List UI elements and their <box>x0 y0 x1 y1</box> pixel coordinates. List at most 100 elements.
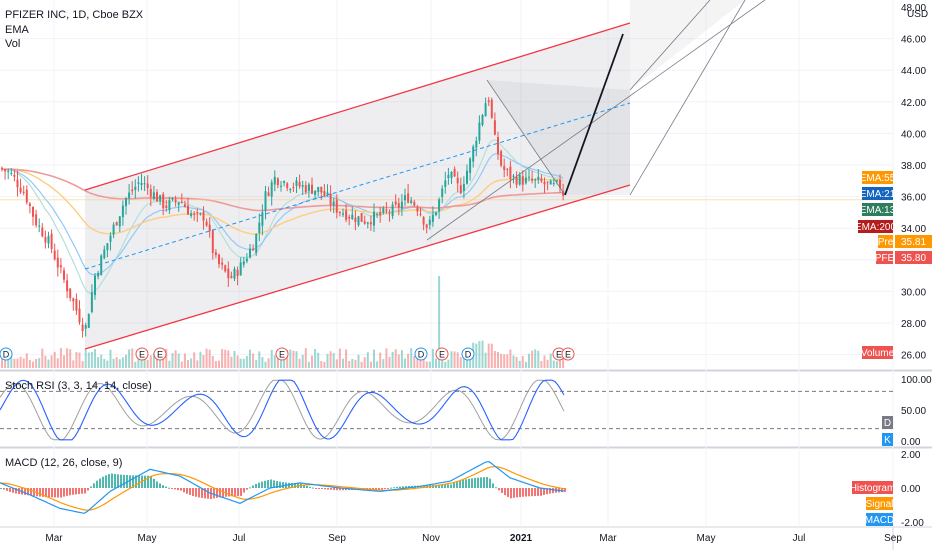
candle-body <box>221 262 224 265</box>
candle-body <box>174 199 177 202</box>
macd-histogram-bar <box>291 483 293 488</box>
tag-pfe-box <box>876 251 893 264</box>
stoch-tick-label: 0.00 <box>901 437 921 448</box>
volume-bar <box>478 341 481 368</box>
volume-bar <box>552 360 555 368</box>
volume-bar <box>159 359 162 368</box>
candle-body <box>531 178 534 181</box>
event-marker-label: E <box>439 350 445 360</box>
macd-histogram-bar <box>213 488 215 499</box>
volume-bar <box>202 355 205 368</box>
volume-bar <box>180 361 183 368</box>
volume-bar <box>112 358 115 368</box>
volume-bar <box>382 359 385 368</box>
macd-histogram-bar <box>504 488 506 496</box>
candle-body <box>171 197 174 200</box>
volume-bar <box>524 361 527 368</box>
volume-bar <box>286 350 289 368</box>
volume-bar <box>345 349 348 368</box>
tag-stoch-d-box <box>882 416 893 429</box>
candle-body <box>518 174 521 185</box>
candle-body <box>407 193 410 203</box>
macd-histogram-bar <box>534 488 536 497</box>
candle-body <box>540 178 543 182</box>
macd-histogram-bar <box>495 487 497 489</box>
pitchfork-handle <box>486 79 566 196</box>
volume-bar <box>69 349 72 368</box>
volume-bar <box>397 354 400 368</box>
channel-median <box>84 102 631 270</box>
candle-body <box>165 205 168 208</box>
volume-bar <box>221 349 224 368</box>
candle-body <box>236 269 239 277</box>
candle-body <box>329 193 332 206</box>
macd-histogram-bar <box>270 479 272 488</box>
macd-histogram-bar <box>279 481 281 488</box>
macd-histogram-bar <box>288 482 290 488</box>
candle-body <box>351 214 354 220</box>
macd-histogram-bar <box>135 475 137 488</box>
tag-ema200-box <box>858 220 893 233</box>
candle-body <box>22 191 25 193</box>
candle-body <box>143 183 146 185</box>
candle-body <box>276 178 279 186</box>
candle-body <box>388 212 391 214</box>
price-tick-label: 36.00 <box>901 193 926 204</box>
macd-histogram-bar <box>273 480 275 488</box>
macd-tick-label: -2.00 <box>901 518 924 529</box>
macd-histogram-bar <box>237 488 239 497</box>
event-marker-circle <box>275 347 289 361</box>
candle-body <box>289 188 292 190</box>
event-marker-circle <box>435 347 449 361</box>
macd-histogram-bar <box>522 488 524 497</box>
candle-body <box>484 103 487 117</box>
tag-stoch-k-box <box>882 433 893 446</box>
candle-body <box>534 179 537 181</box>
volume-bar <box>13 358 16 368</box>
volume-bar <box>72 360 75 368</box>
macd-histogram-bar <box>171 488 173 489</box>
volume-bar <box>366 352 369 368</box>
stoch-rsi-pane <box>0 379 565 441</box>
volume-bar <box>218 360 220 368</box>
volume-bar <box>555 361 558 368</box>
volume-bar <box>292 350 295 368</box>
macd-histogram-bar <box>540 488 542 496</box>
macd-histogram-bar <box>120 474 122 488</box>
tag-ema200: EMA:200 <box>855 222 897 233</box>
macd-histogram-bar <box>537 488 539 496</box>
candle-body <box>47 235 50 244</box>
candle-body <box>366 222 369 224</box>
tag-volume: Volume <box>861 348 895 359</box>
macd-histogram-bar <box>501 488 503 494</box>
volume-bar <box>149 355 152 368</box>
volume-bar <box>348 361 351 368</box>
candle-body <box>326 193 329 195</box>
ema-legend: EMA <box>5 24 30 36</box>
candle-body <box>177 202 180 205</box>
candle-body <box>342 213 344 215</box>
pitchfork-fill-upper <box>630 0 745 90</box>
macd-histogram-bar <box>456 481 458 488</box>
candle-body <box>469 158 472 173</box>
volume-bar <box>509 349 512 368</box>
x-tick-label: Jul <box>793 533 806 544</box>
macd-histogram-bar <box>477 477 479 488</box>
candle-body <box>90 292 93 312</box>
macd-histogram-bar <box>282 482 284 488</box>
volume-bar <box>515 356 518 368</box>
candle-body <box>190 213 193 216</box>
candle-body <box>196 211 199 214</box>
candle-body <box>466 170 468 184</box>
macd-histogram-bar <box>186 488 188 494</box>
volume-bar <box>388 356 391 368</box>
candle-body <box>205 221 208 226</box>
volume-bar <box>385 348 388 368</box>
macd-histogram-bar <box>339 488 341 491</box>
volume-bar <box>128 349 131 368</box>
candle-body <box>66 280 69 292</box>
macd-histogram-bar <box>27 488 29 496</box>
candle-body <box>134 186 137 190</box>
candle-body <box>332 201 335 206</box>
candle-body <box>270 182 273 197</box>
